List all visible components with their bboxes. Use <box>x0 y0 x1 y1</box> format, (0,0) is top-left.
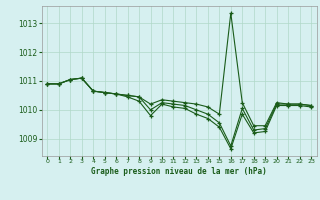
X-axis label: Graphe pression niveau de la mer (hPa): Graphe pression niveau de la mer (hPa) <box>91 167 267 176</box>
